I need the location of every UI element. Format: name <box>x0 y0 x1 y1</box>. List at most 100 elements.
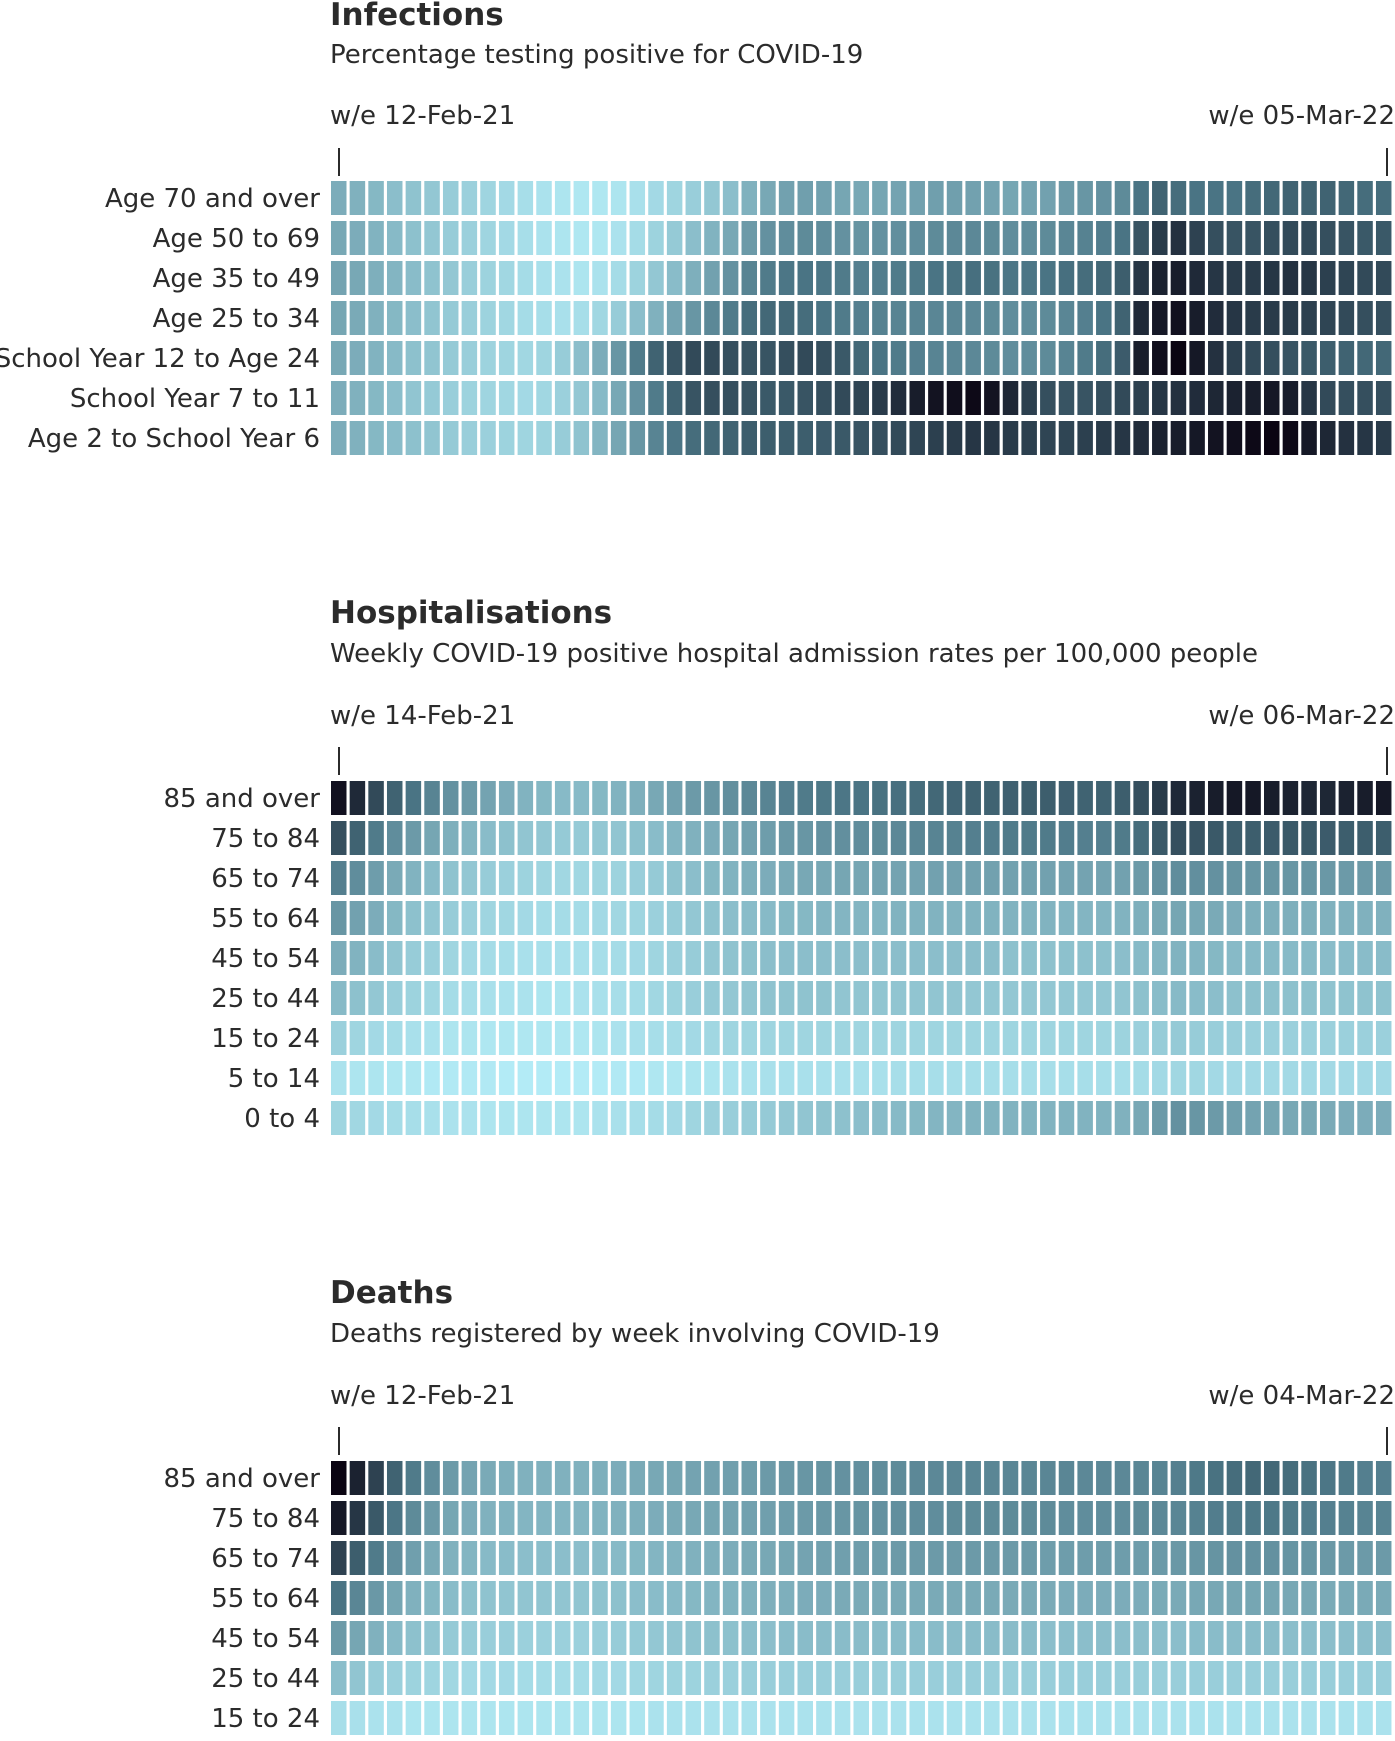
heatmap-cell <box>853 981 869 1015</box>
heatmap-cell <box>928 381 944 415</box>
heatmap-cell <box>536 381 552 415</box>
heatmap-cell <box>1133 1501 1149 1535</box>
heatmap-cell <box>984 1581 1000 1615</box>
heatmap-cell <box>536 181 552 215</box>
heatmap-cell <box>834 181 851 215</box>
heatmap-cell <box>1058 821 1075 855</box>
heatmap-cell <box>349 221 366 255</box>
heatmap-cell <box>816 1461 832 1495</box>
heatmap-cell <box>666 901 683 935</box>
heatmap-cell <box>1357 381 1373 415</box>
heatmap-cell <box>517 781 534 815</box>
heatmap-cell <box>685 1541 702 1575</box>
heatmap-cell <box>461 181 478 215</box>
heatmap-cell <box>517 1021 534 1055</box>
heatmap-cell <box>1357 341 1373 375</box>
heatmap-cell <box>610 1061 627 1095</box>
heatmap-cell <box>890 421 907 455</box>
heatmap-cell <box>1319 981 1336 1015</box>
heatmap-cell <box>1096 221 1112 255</box>
heatmap-cell <box>1002 821 1019 855</box>
heatmap-cell <box>909 1461 925 1495</box>
heatmap-cell <box>386 941 403 975</box>
heatmap-cell <box>1264 941 1280 975</box>
heatmap-cell <box>816 421 832 455</box>
heatmap-cell <box>890 821 907 855</box>
heatmap-cell <box>1282 261 1299 295</box>
heatmap-cell <box>1264 781 1280 815</box>
heatmap-cell <box>461 981 478 1015</box>
heatmap-cell <box>1040 421 1056 455</box>
heatmap-cell <box>498 941 515 975</box>
row-label: 85 and over <box>163 784 320 814</box>
heatmap-cell <box>1319 1621 1336 1655</box>
heatmap-cell <box>331 1661 347 1695</box>
heatmap-cell <box>536 1581 552 1615</box>
heatmap-cell <box>853 1661 869 1695</box>
heatmap-cell <box>1189 421 1205 455</box>
heatmap-cell <box>629 1101 646 1135</box>
heatmap-cell <box>1375 301 1392 335</box>
heatmap-cell <box>480 1461 496 1495</box>
heatmap-cell <box>610 221 627 255</box>
heatmap-cell <box>442 1581 459 1615</box>
heatmap-cell <box>331 1621 347 1655</box>
heatmap-cell <box>890 1101 907 1135</box>
heatmap-cell <box>349 381 366 415</box>
heatmap-cell <box>666 1661 683 1695</box>
heatmap-cell <box>704 1621 720 1655</box>
heatmap-cell <box>1152 181 1168 215</box>
heatmap-cell <box>331 1021 347 1055</box>
heatmap-cell <box>1189 1541 1205 1575</box>
heatmap-cell <box>1133 901 1149 935</box>
heatmap-cell <box>928 421 944 455</box>
heatmap-cell <box>797 1541 813 1575</box>
heatmap-cell <box>760 421 776 455</box>
heatmap-cell <box>1021 861 1037 895</box>
heatmap-cell <box>984 1661 1000 1695</box>
heatmap-cell <box>349 421 366 455</box>
heatmap-cell <box>536 1461 552 1495</box>
heatmap-cell <box>1021 1581 1037 1615</box>
heatmap-cell <box>442 941 459 975</box>
heatmap-cell <box>498 221 515 255</box>
heatmap-cell <box>1264 861 1280 895</box>
heatmap-cell <box>610 1581 627 1615</box>
heatmap-cell <box>1114 301 1131 335</box>
heatmap-cell <box>872 301 888 335</box>
heatmap-cell <box>442 781 459 815</box>
heatmap-cell <box>685 981 702 1015</box>
heatmap-cell <box>573 1101 590 1135</box>
heatmap-cell <box>554 941 571 975</box>
heatmap-cell <box>573 1581 590 1615</box>
heatmap-cell <box>778 941 795 975</box>
heatmap-cell <box>498 1061 515 1095</box>
heatmap-cell <box>1058 1541 1075 1575</box>
heatmap-cell <box>1021 301 1037 335</box>
heatmap-cell <box>1226 1021 1243 1055</box>
heatmap-cell <box>1375 821 1392 855</box>
heatmap-cell <box>928 181 944 215</box>
heatmap-cell <box>1245 981 1261 1015</box>
heatmap-cell <box>760 301 776 335</box>
heatmap-cell <box>498 1461 515 1495</box>
heatmap-cell <box>1319 261 1336 295</box>
heatmap-cell <box>946 1701 963 1735</box>
heatmap-cell <box>872 1461 888 1495</box>
heatmap-cell <box>1208 261 1224 295</box>
heatmap-cell <box>536 821 552 855</box>
heatmap-cell <box>965 941 981 975</box>
heatmap-cell <box>1338 1621 1355 1655</box>
heatmap-cell <box>386 781 403 815</box>
heatmap-cell <box>648 781 664 815</box>
heatmap-cell <box>592 1461 608 1495</box>
heatmap-cell <box>1226 1461 1243 1495</box>
heatmap-cell <box>1021 1621 1037 1655</box>
heatmap-cell <box>1096 901 1112 935</box>
heatmap-cell <box>909 1061 925 1095</box>
heatmap-cell <box>442 1541 459 1575</box>
heatmap-cell <box>685 1101 702 1135</box>
heatmap-cell <box>573 1621 590 1655</box>
row-label: 55 to 64 <box>211 904 320 934</box>
heatmap-cell <box>442 1061 459 1095</box>
